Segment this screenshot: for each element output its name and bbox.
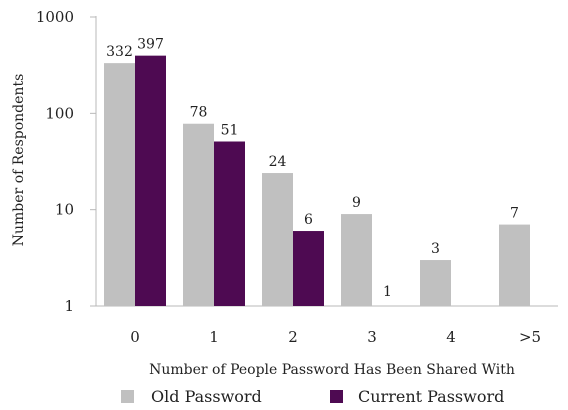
data-label-old-password: 24 xyxy=(269,154,287,170)
bars xyxy=(104,55,530,307)
x-tick-label: 2 xyxy=(288,328,298,346)
y-tick-label: 1000 xyxy=(36,8,74,26)
data-label-old-password: 332 xyxy=(106,44,133,60)
data-label-current-password: 6 xyxy=(304,212,313,228)
bar-old-password-3 xyxy=(341,214,372,306)
data-label-current-password: 397 xyxy=(137,37,164,53)
data-label-current-password: 51 xyxy=(221,123,239,139)
axes xyxy=(90,16,558,307)
y-tick-label: 10 xyxy=(55,201,74,219)
x-tick-label: 3 xyxy=(367,328,377,346)
tick-labels: 1 10 100 1000 0 1 2 3 4 >5 xyxy=(36,8,541,346)
x-tick-label: 0 xyxy=(130,328,140,346)
x-tick-label: >5 xyxy=(519,328,541,346)
data-label-old-password: 3 xyxy=(431,241,440,257)
data-labels: 332 78 24 9 3 7 397 51 6 1 xyxy=(106,37,519,300)
data-label-old-password: 78 xyxy=(190,105,208,121)
x-tick-label: 4 xyxy=(446,328,456,346)
bar-current-password-0 xyxy=(135,55,166,307)
y-axis-title: Number of Respondents xyxy=(11,74,27,246)
data-label-current-password: 1 xyxy=(383,284,392,300)
legend-swatch-old-password xyxy=(121,390,134,403)
bar-current-password-2 xyxy=(293,231,324,306)
legend-swatch-current-password xyxy=(330,390,343,403)
bar-old-password-4 xyxy=(420,260,451,306)
legend: Old Password Current Password xyxy=(121,387,504,406)
x-tick-label: 1 xyxy=(209,328,219,346)
bar-old-password-0 xyxy=(104,63,135,306)
data-label-old-password: 7 xyxy=(510,206,519,222)
bar-old-password-2 xyxy=(262,173,293,306)
bar-old-password-1 xyxy=(183,123,214,307)
legend-label-old-password: Old Password xyxy=(151,387,262,406)
y-tick-label: 100 xyxy=(45,104,74,122)
x-axis-title: Number of People Password Has Been Share… xyxy=(149,362,515,378)
y-tick-label: 1 xyxy=(64,297,74,315)
bar-current-password-1 xyxy=(214,141,245,306)
bar-old-password-gt5 xyxy=(499,224,530,306)
data-label-old-password: 9 xyxy=(352,195,361,211)
legend-label-current-password: Current Password xyxy=(358,387,504,406)
